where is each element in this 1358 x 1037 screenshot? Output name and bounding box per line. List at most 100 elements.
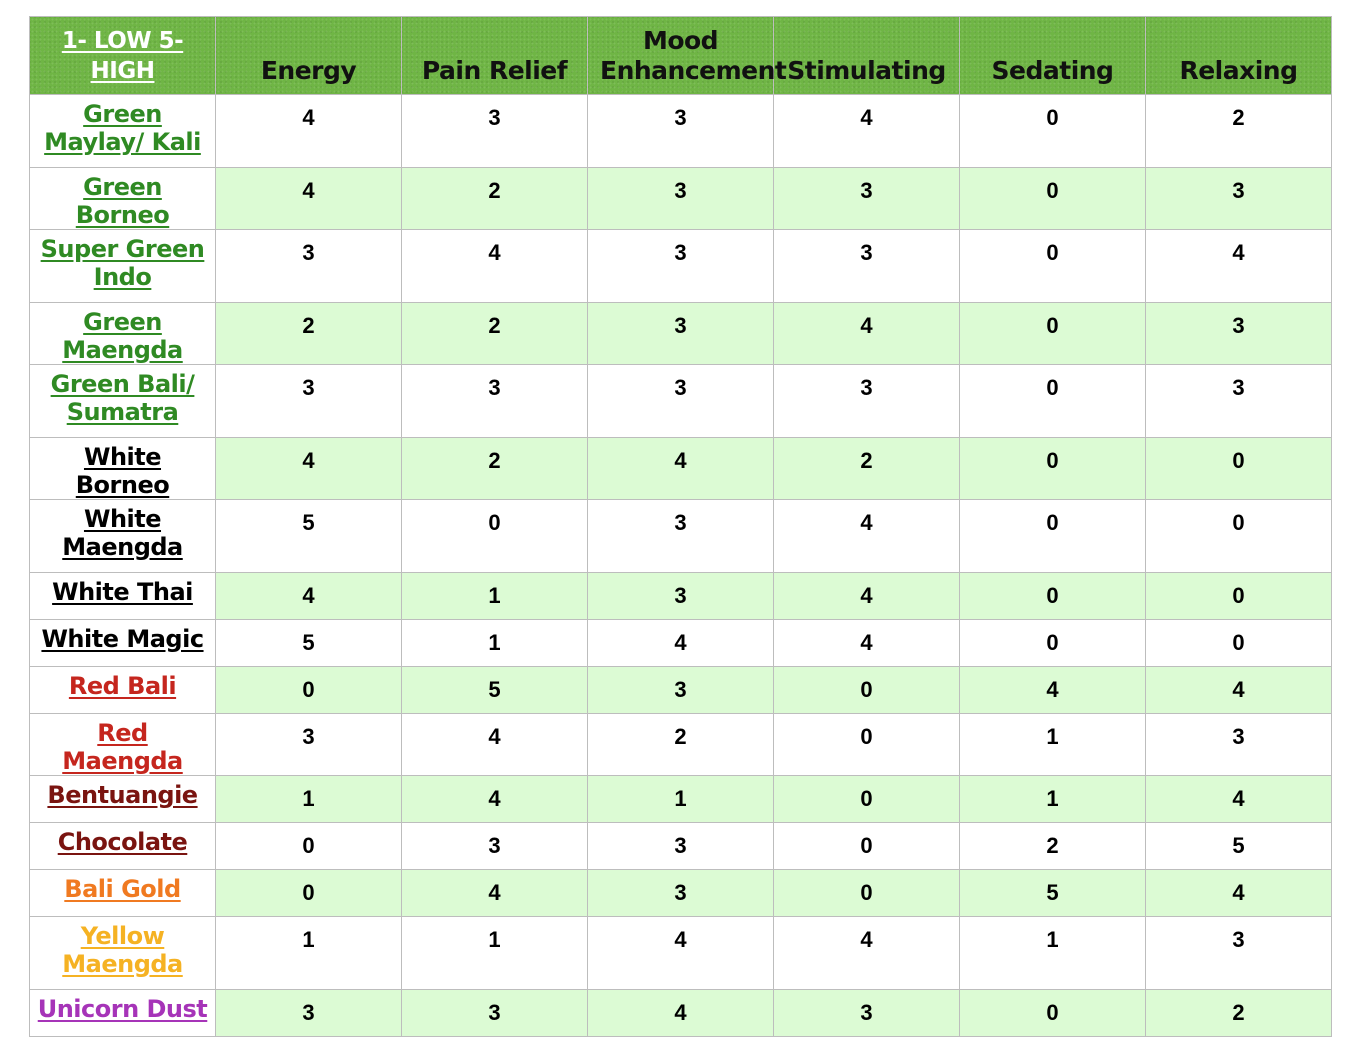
energy-value: 3 (215, 713, 402, 776)
table-row: Red Bali 0 5 3 0 4 4 (29, 666, 1332, 714)
mood-enhancement-value: 3 (587, 364, 774, 438)
table-row: Unicorn Dust 3 3 4 3 0 2 (29, 989, 1332, 1037)
energy-value: 5 (215, 499, 402, 573)
relaxing-value: 0 (1145, 572, 1332, 620)
table-row: Chocolate 0 3 3 0 2 5 (29, 822, 1332, 870)
energy-value: 0 (215, 869, 402, 917)
strain-name-link[interactable]: Green Maylay/ Kali (29, 94, 216, 168)
table-row: White Borneo 4 2 4 2 0 0 (29, 437, 1332, 500)
strain-name-link[interactable]: Red Maengda (29, 713, 216, 776)
sedating-value: 0 (959, 499, 1146, 573)
strain-name-link[interactable]: Green Borneo (29, 167, 216, 230)
mood-enhancement-value: 3 (587, 94, 774, 168)
header-row: 1- LOW 5-HIGH Energy Pain Relief Mood En… (29, 16, 1332, 95)
pain-relief-value: 2 (401, 167, 588, 230)
stimulating-value: 3 (773, 989, 960, 1037)
energy-value: 4 (215, 167, 402, 230)
relaxing-value: 0 (1145, 499, 1332, 573)
strain-name-link[interactable]: White Magic (29, 619, 216, 667)
pain-relief-value: 4 (401, 713, 588, 776)
energy-value: 1 (215, 916, 402, 990)
mood-enhancement-value: 3 (587, 499, 774, 573)
strain-name-link[interactable]: Green Bali/ Sumatra (29, 364, 216, 438)
stimulating-value: 4 (773, 619, 960, 667)
pain-relief-value: 1 (401, 619, 588, 667)
stimulating-value: 3 (773, 364, 960, 438)
pain-relief-value: 0 (401, 499, 588, 573)
strain-name-link[interactable]: Bali Gold (29, 869, 216, 917)
mood-enhancement-value: 4 (587, 989, 774, 1037)
strain-name-link[interactable]: White Maengda (29, 499, 216, 573)
column-header-mood-enhancement: Mood Enhancement (587, 16, 787, 95)
table-row: Bali Gold 0 4 3 0 5 4 (29, 869, 1332, 917)
pain-relief-value: 5 (401, 666, 588, 714)
strain-name-link[interactable]: Unicorn Dust (29, 989, 216, 1037)
sedating-value: 0 (959, 437, 1146, 500)
stimulating-value: 4 (773, 302, 960, 365)
sedating-value: 2 (959, 822, 1146, 870)
relaxing-value: 2 (1145, 94, 1332, 168)
relaxing-value: 2 (1145, 989, 1332, 1037)
table-row: Green Bali/ Sumatra 3 3 3 3 0 3 (29, 364, 1332, 438)
strain-name-link[interactable]: Red Bali (29, 666, 216, 714)
strain-name-link[interactable]: Yellow Maengda (29, 916, 216, 990)
relaxing-value: 3 (1145, 916, 1332, 990)
relaxing-value: 4 (1145, 775, 1332, 823)
strain-name-link[interactable]: White Borneo (29, 437, 216, 500)
stimulating-value: 3 (773, 167, 960, 230)
scale-legend-header: 1- LOW 5-HIGH (29, 16, 216, 95)
mood-enhancement-value: 3 (587, 229, 774, 303)
relaxing-value: 0 (1145, 437, 1332, 500)
pain-relief-value: 2 (401, 437, 588, 500)
energy-value: 2 (215, 302, 402, 365)
relaxing-value: 0 (1145, 619, 1332, 667)
sedating-value: 0 (959, 167, 1146, 230)
pain-relief-value: 3 (401, 989, 588, 1037)
energy-value: 4 (215, 437, 402, 500)
relaxing-value: 4 (1145, 229, 1332, 303)
sedating-value: 1 (959, 713, 1146, 776)
relaxing-value: 4 (1145, 869, 1332, 917)
mood-enhancement-value: 3 (587, 666, 774, 714)
strain-name-link[interactable]: White Thai (29, 572, 216, 620)
mood-enhancement-value: 1 (587, 775, 774, 823)
pain-relief-value: 1 (401, 572, 588, 620)
mood-enhancement-value: 3 (587, 822, 774, 870)
energy-value: 5 (215, 619, 402, 667)
strain-name-link[interactable]: Super Green Indo (29, 229, 216, 303)
sedating-value: 0 (959, 302, 1146, 365)
table-row: Green Borneo 4 2 3 3 0 3 (29, 167, 1332, 230)
sedating-value: 0 (959, 572, 1146, 620)
pain-relief-value: 3 (401, 364, 588, 438)
energy-value: 0 (215, 666, 402, 714)
column-header-stimulating: Stimulating (773, 16, 960, 95)
mood-enhancement-value: 4 (587, 437, 774, 500)
table-row: Red Maengda 3 4 2 0 1 3 (29, 713, 1332, 776)
mood-enhancement-value: 2 (587, 713, 774, 776)
strain-name-link[interactable]: Green Maengda (29, 302, 216, 365)
mood-enhancement-value: 3 (587, 869, 774, 917)
sedating-value: 0 (959, 229, 1146, 303)
energy-value: 3 (215, 229, 402, 303)
sedating-value: 0 (959, 94, 1146, 168)
stimulating-value: 4 (773, 572, 960, 620)
sedating-value: 1 (959, 916, 1146, 990)
pain-relief-value: 4 (401, 869, 588, 917)
sedating-value: 1 (959, 775, 1146, 823)
pain-relief-value: 4 (401, 229, 588, 303)
stimulating-value: 3 (773, 229, 960, 303)
table-row: White Maengda 5 0 3 4 0 0 (29, 499, 1332, 573)
stimulating-value: 0 (773, 666, 960, 714)
strain-name-link[interactable]: Bentuangie (29, 775, 216, 823)
column-header-sedating: Sedating (959, 16, 1146, 95)
strain-name-link[interactable]: Chocolate (29, 822, 216, 870)
strain-effects-table: 1- LOW 5-HIGH Energy Pain Relief Mood En… (29, 16, 1332, 1037)
stimulating-value: 0 (773, 869, 960, 917)
table-row: White Magic 5 1 4 4 0 0 (29, 619, 1332, 667)
mood-enhancement-value: 3 (587, 302, 774, 365)
table-row: Green Maengda 2 2 3 4 0 3 (29, 302, 1332, 365)
energy-value: 3 (215, 989, 402, 1037)
relaxing-value: 3 (1145, 713, 1332, 776)
mood-enhancement-value: 3 (587, 167, 774, 230)
sedating-value: 0 (959, 989, 1146, 1037)
